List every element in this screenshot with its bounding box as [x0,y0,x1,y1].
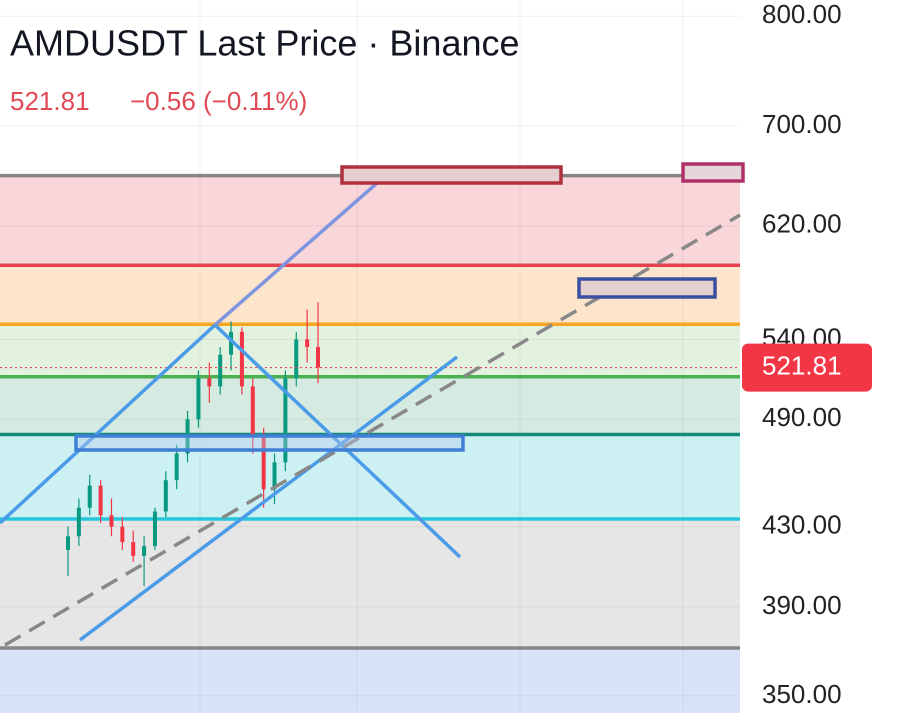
candle-body [142,545,147,556]
candle-body [250,386,255,437]
y-tick-label: 620.00 [762,209,842,239]
trend-line [78,355,459,642]
candle-body [109,515,114,527]
candle-body [76,507,81,537]
price-tag [742,343,872,392]
candle-body [305,339,310,348]
candle-body [316,347,320,368]
price-change: −0.56 (−0.11%) [130,86,307,116]
chart-title: AMDUSDT Last Price · Binance [10,23,520,64]
trend-line [213,323,462,559]
candle-body [98,485,103,516]
trend-line [213,168,394,327]
zone [0,324,740,377]
candle-body [229,331,234,355]
y-axis: 350.00390.00430.00490.00540.00620.00700.… [742,0,872,709]
candle-body [294,339,299,379]
candle-body [174,453,179,481]
candle-body [66,536,70,550]
y-tick-label: 490.00 [762,402,842,432]
rectangle [74,434,465,452]
zone [0,647,740,713]
candle-body [283,378,288,463]
candle-body [218,354,223,387]
candle-body [152,511,157,546]
candle-body [272,462,277,490]
y-tick-label: 800.00 [762,0,842,29]
candle-body [131,542,136,556]
price-tag-label: 521.81 [762,350,842,380]
candle-body [261,436,266,490]
candle-body [196,378,201,420]
candle-body [87,485,92,508]
y-tick-label: 390.00 [762,590,842,620]
rectangle [681,162,745,183]
drawings [0,162,745,647]
rectangle [340,165,563,185]
candle-body [239,331,244,387]
y-tick-label: 700.00 [762,109,842,139]
zone [0,376,740,435]
background [0,0,740,713]
last-price: 521.81 [10,86,90,116]
y-tick-label: 430.00 [762,510,842,540]
candle-body [207,378,212,387]
y-tick-label: 350.00 [762,679,842,709]
candle-body [120,526,125,543]
candle-body [163,480,168,512]
trend-line [0,323,217,525]
rectangle [577,277,717,299]
